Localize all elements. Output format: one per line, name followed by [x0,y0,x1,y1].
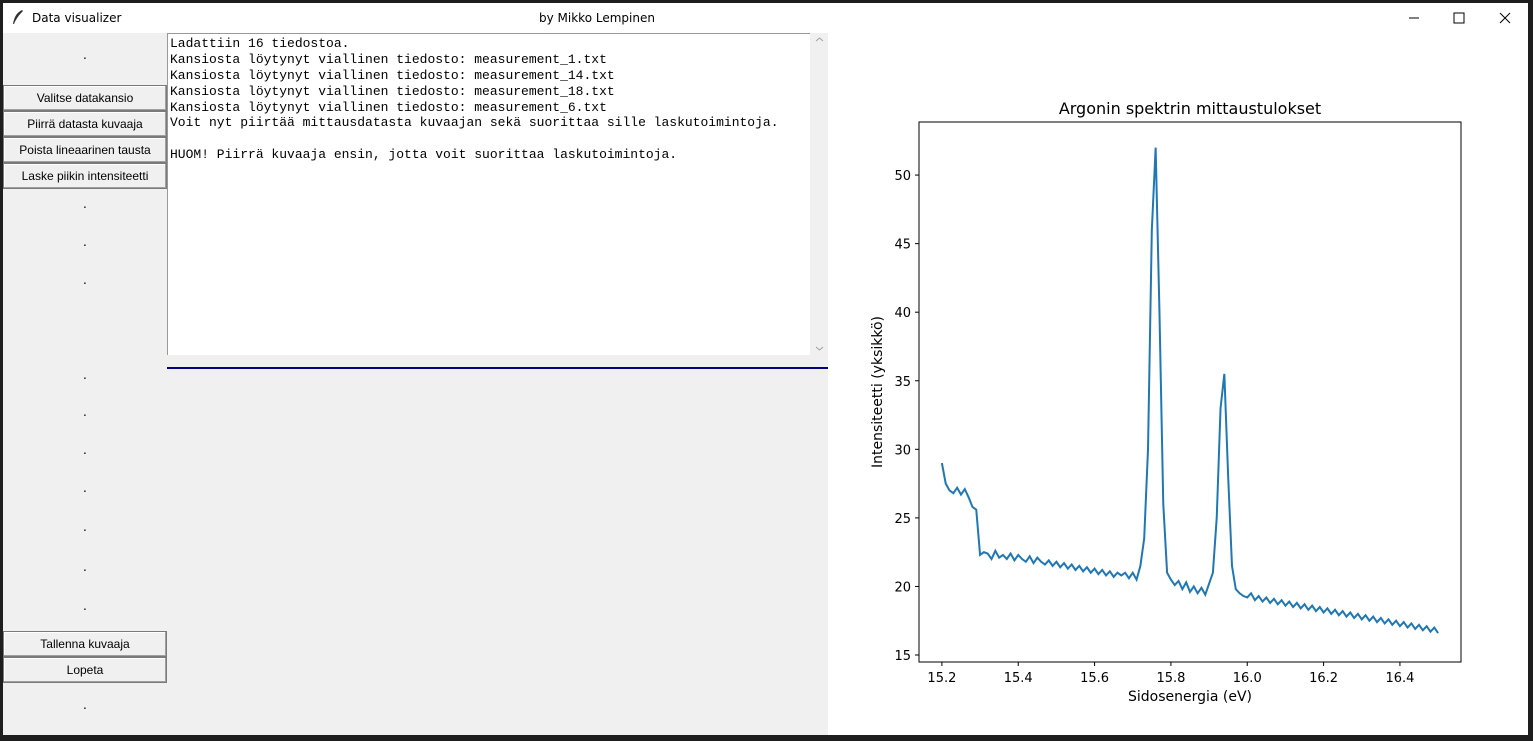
y-tick-label: 30 [894,443,911,458]
y-tick-label: 15 [894,649,911,664]
y-tick-label: 40 [894,306,911,321]
dot-label: . [83,405,87,419]
app-icon [13,10,23,24]
scrollbar[interactable] [811,33,828,355]
dot-label: . [83,560,87,574]
button[interactable]: Poista lineaarinen tausta [3,137,167,163]
x-tick-label: 16.4 [1385,671,1414,686]
window: Data visualizer by Mikko Lempinen Valits… [3,3,1528,735]
main-panel: Ladattiin 16 tiedostoa. Kansiosta löytyny… [167,33,828,735]
button[interactable]: Piirrä datasta kuvaaja [3,111,167,137]
button[interactable]: Tallenna kuvaaja [3,631,167,657]
button[interactable]: Laske piikin intensiteetti [3,163,167,189]
close[interactable] [1499,12,1511,24]
log-line: Voit nyt piirtää mittausdatasta kuvaajan… [170,115,779,131]
plot-frame [918,121,1462,663]
log-note: HUOM! Piirrä kuvaaja ensin, jotta voit s… [170,147,678,163]
log-line: Kansiosta löytynyt viallinen tiedosto: m… [170,83,615,99]
window-controls[interactable] [1403,8,1523,28]
separator [167,367,828,369]
log-line: Kansiosta löytynyt viallinen tiedosto: m… [170,67,615,83]
dot-label: . [83,368,87,382]
y-axis-label: Intensiteetti (yksikkö) [870,316,886,468]
data-line [940,147,1439,634]
y-tick-label: 45 [894,238,911,253]
dot-label: . [83,481,87,495]
x-tick-label: 15.6 [1080,671,1109,686]
log-line: Kansiosta löytynyt viallinen tiedosto: m… [170,51,607,67]
dot-label: . [83,599,87,613]
x-tick-label: 16.2 [1309,671,1338,686]
button[interactable]: Valitse datakansio [3,85,167,111]
sidebar: Valitse datakansio Piirrä datasta kuvaaja… [3,33,167,735]
x-axis-label: Sidosenergia (eV) [1128,689,1252,705]
x-tick-label: 15.4 [1004,671,1033,686]
log-line: Ladattiin 16 tiedostoa. [170,36,350,51]
dot-label: . [83,48,87,62]
window-subtitle: by Mikko Lempinen [539,11,655,25]
dot-label: . [83,520,87,534]
window-title: Data visualizer [32,11,122,25]
chart: Argonin spektrin mittaustulokset 15.2 15.4… [870,99,1462,705]
chart-title: Argonin spektrin mittaustulokset [1059,99,1321,118]
log-line: Kansiosta löytynyt viallinen tiedosto: m… [170,99,607,115]
x-tick-label: 15.2 [927,671,956,686]
maximize[interactable] [1453,12,1465,24]
y-tick-label: 50 [894,169,911,184]
dot-label: . [83,273,87,287]
x-tick-label: 16.0 [1233,671,1262,686]
log-text[interactable]: Ladattiin 16 tiedostoa. Kansiosta löytyny… [167,33,810,355]
dot-label: . [83,698,87,712]
y-tick-label: 20 [894,580,911,595]
dot-label: . [83,197,87,211]
y-tick-label: 35 [894,375,911,390]
x-tick-label: 15.8 [1156,671,1185,686]
dot-label: . [83,443,87,457]
dot-label: . [83,235,87,249]
y-tick-label: 25 [894,512,911,527]
button[interactable]: Lopeta [3,657,167,683]
